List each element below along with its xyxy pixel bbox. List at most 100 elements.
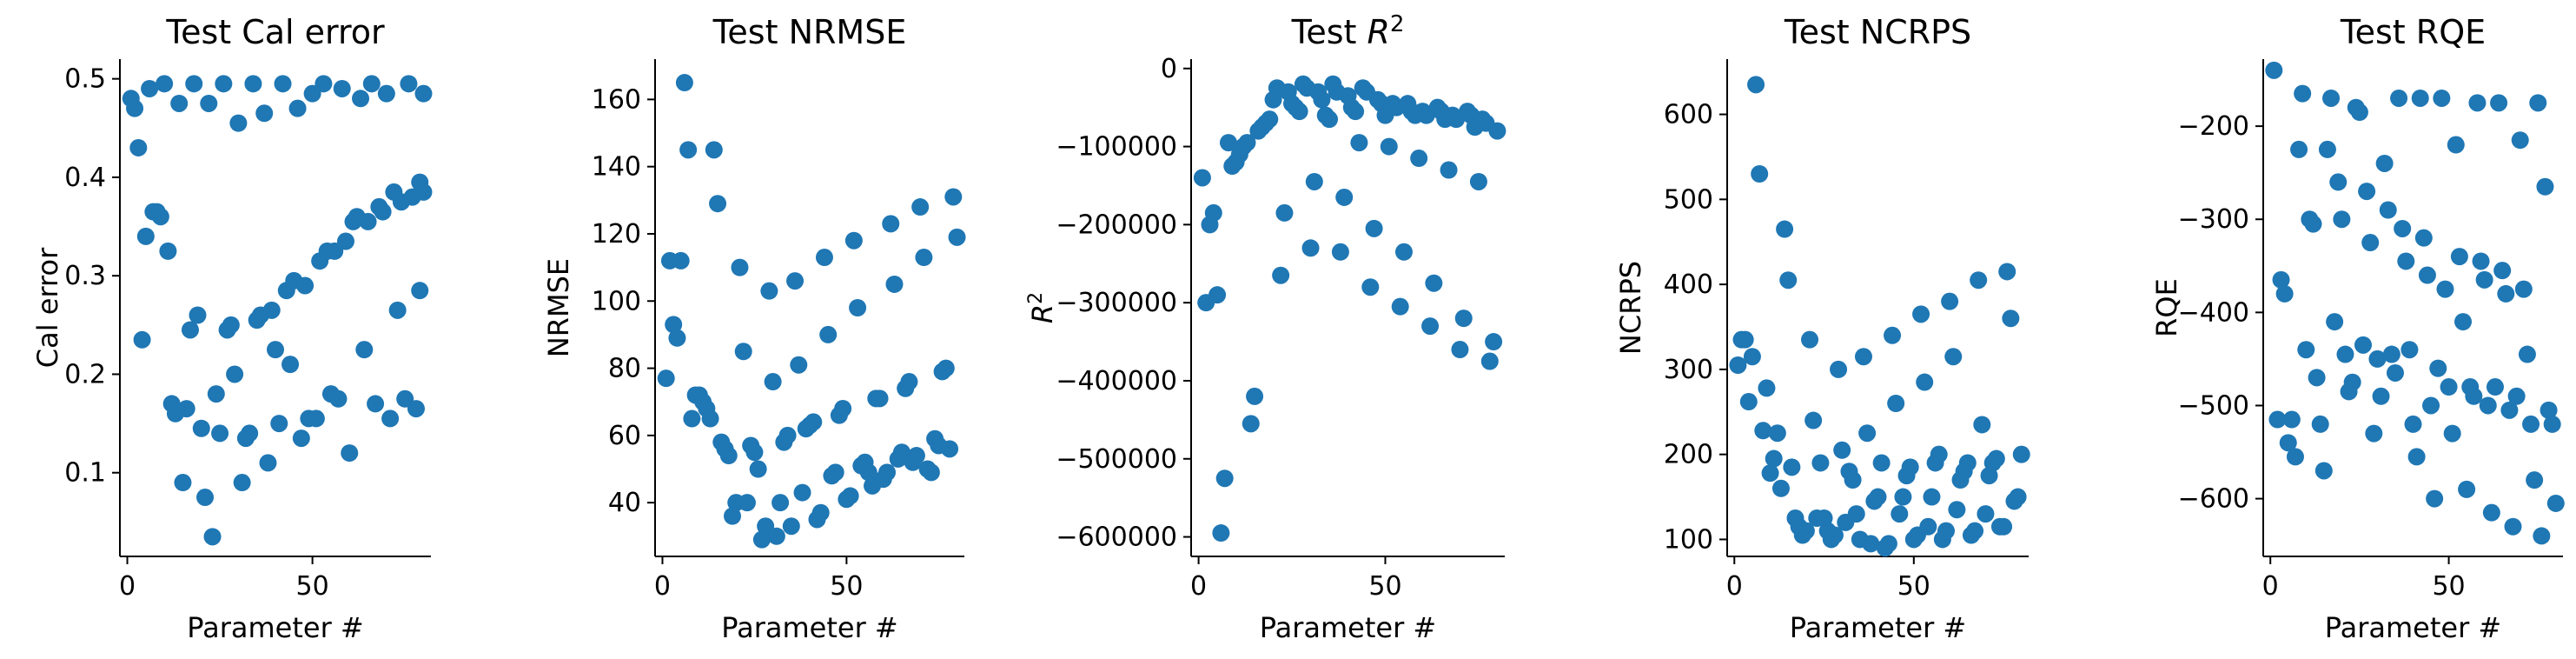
data-point bbox=[1421, 317, 1440, 336]
data-point bbox=[1261, 110, 1279, 129]
y-tick-label: 0.1 bbox=[64, 458, 106, 489]
panel-title: Test R2 bbox=[1291, 11, 1405, 51]
x-tick-label: 50 bbox=[2432, 571, 2465, 602]
y-tick-label: 100 bbox=[1664, 524, 1713, 555]
data-point bbox=[2475, 270, 2493, 289]
data-point bbox=[1854, 348, 1872, 366]
data-point bbox=[2322, 89, 2341, 107]
x-axis-label: Parameter # bbox=[1790, 611, 1966, 644]
y-tick-label: 600 bbox=[1664, 100, 1713, 130]
data-point bbox=[255, 104, 274, 123]
data-point bbox=[922, 463, 940, 482]
data-point bbox=[1425, 274, 1443, 292]
data-point bbox=[1776, 220, 1794, 238]
data-point bbox=[1347, 103, 1365, 121]
data-point bbox=[705, 141, 723, 159]
data-point bbox=[1797, 522, 1815, 540]
y-tick-label: 80 bbox=[608, 354, 641, 384]
data-point bbox=[352, 90, 370, 108]
data-point bbox=[170, 94, 189, 112]
data-point bbox=[731, 258, 749, 276]
data-point bbox=[2429, 359, 2447, 377]
data-point bbox=[683, 409, 701, 428]
data-point bbox=[701, 409, 719, 428]
data-point bbox=[2286, 448, 2304, 466]
y-tick-label: 0.3 bbox=[64, 261, 106, 291]
data-point bbox=[2482, 503, 2500, 522]
data-point bbox=[2009, 488, 2027, 506]
data-point bbox=[2436, 280, 2454, 298]
data-point bbox=[156, 75, 174, 93]
data-point bbox=[315, 75, 333, 93]
x-tick-label: 50 bbox=[830, 571, 863, 602]
data-point bbox=[414, 84, 433, 103]
data-point bbox=[1830, 360, 1848, 378]
data-point bbox=[2518, 345, 2536, 363]
data-point bbox=[1301, 239, 1320, 257]
data-point bbox=[1736, 330, 1754, 349]
data-point bbox=[2329, 173, 2348, 191]
data-point bbox=[2002, 310, 2020, 328]
data-point bbox=[1451, 341, 1469, 359]
data-point bbox=[151, 208, 169, 226]
data-point bbox=[2426, 489, 2444, 508]
data-point bbox=[738, 494, 756, 512]
data-point bbox=[2546, 494, 2565, 512]
data-point bbox=[1783, 458, 1801, 476]
data-point bbox=[764, 373, 782, 391]
data-point bbox=[203, 528, 222, 546]
y-tick-label: 300 bbox=[1664, 355, 1713, 385]
data-point bbox=[882, 215, 900, 233]
x-tick-label: 0 bbox=[1726, 571, 1743, 602]
data-point bbox=[2540, 401, 2558, 419]
data-point bbox=[388, 301, 407, 319]
data-point bbox=[2526, 471, 2544, 489]
data-point bbox=[1923, 488, 1941, 506]
data-point bbox=[892, 443, 911, 462]
data-point bbox=[1998, 263, 2016, 281]
data-point bbox=[2479, 396, 2497, 415]
data-point bbox=[2308, 369, 2326, 387]
data-point bbox=[2407, 448, 2426, 466]
panel-ncrps: Test NCRPS 100 200 300 400 500 600 0 50 Parameter… bbox=[1614, 13, 2030, 644]
scatter-points bbox=[2265, 61, 2565, 545]
data-point bbox=[771, 494, 790, 512]
data-point bbox=[241, 424, 259, 443]
data-point bbox=[400, 75, 418, 93]
y-tick-label: 0.5 bbox=[64, 64, 106, 95]
data-point bbox=[215, 75, 233, 93]
data-point bbox=[1858, 424, 1877, 443]
data-point bbox=[871, 389, 889, 408]
data-point bbox=[719, 447, 738, 465]
data-point bbox=[292, 429, 310, 448]
panel-title: Test NRMSE bbox=[712, 13, 907, 51]
data-point bbox=[948, 228, 966, 246]
data-point bbox=[1440, 161, 1458, 179]
data-point bbox=[859, 463, 877, 482]
data-point bbox=[2279, 434, 2297, 452]
data-point bbox=[1765, 449, 1783, 468]
data-point bbox=[724, 507, 741, 525]
data-point bbox=[2282, 410, 2301, 429]
data-point bbox=[1758, 379, 1776, 397]
data-point bbox=[2411, 89, 2429, 107]
x-tick-label: 50 bbox=[1897, 571, 1930, 602]
data-point bbox=[2304, 215, 2322, 233]
data-point bbox=[2490, 94, 2508, 112]
data-point bbox=[189, 306, 207, 324]
data-point bbox=[760, 282, 778, 300]
data-point bbox=[333, 79, 351, 97]
data-point bbox=[192, 419, 210, 437]
scatter-points bbox=[657, 74, 966, 549]
data-point bbox=[336, 232, 354, 250]
data-point bbox=[2372, 387, 2390, 405]
data-point bbox=[915, 249, 933, 267]
data-point bbox=[233, 474, 251, 492]
data-point bbox=[377, 84, 395, 103]
panel-rqe: Test RQE −200 −300 −400 −500 −600 0 50 Parameter… bbox=[2150, 13, 2565, 644]
data-point bbox=[1272, 266, 1290, 284]
data-point bbox=[1887, 395, 1905, 412]
data-point bbox=[1761, 464, 1779, 483]
data-point bbox=[1901, 458, 1919, 476]
panel-title-symbol: R bbox=[1367, 13, 1389, 51]
